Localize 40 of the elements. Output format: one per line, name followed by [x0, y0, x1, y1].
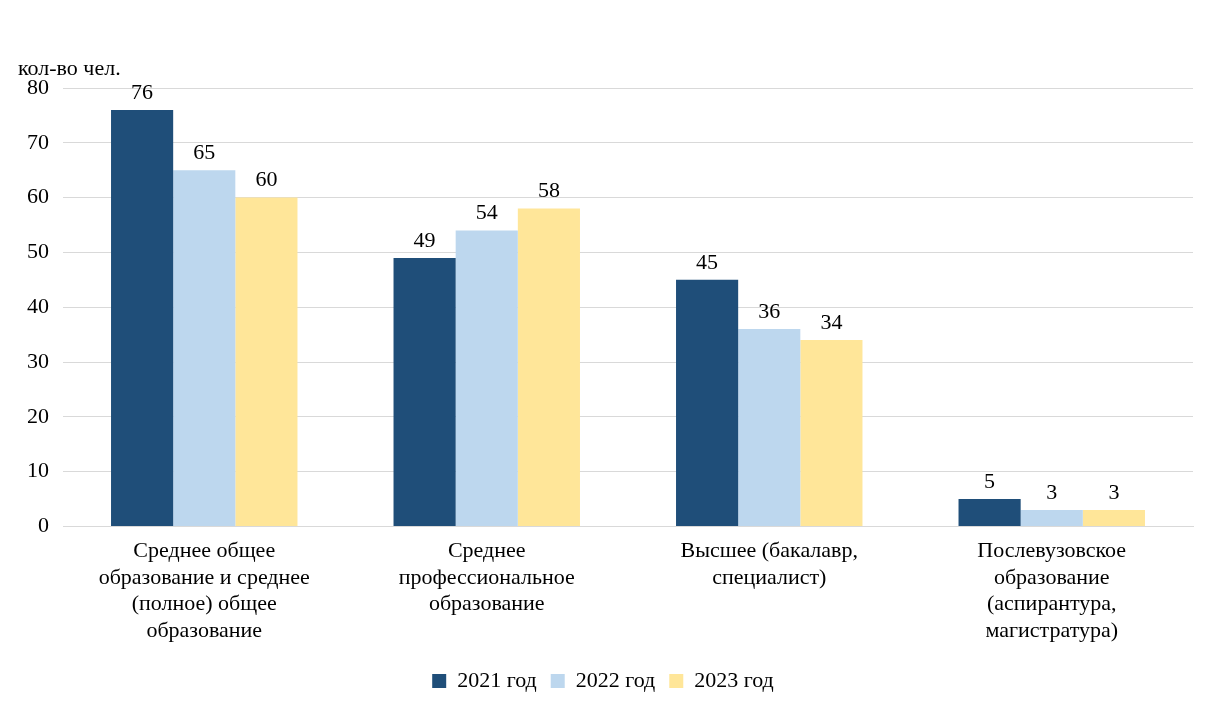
data-label: 5 — [984, 467, 996, 493]
data-label: 36 — [758, 297, 781, 323]
y-tick-label: 50 — [27, 238, 49, 264]
x-tick-label: Высшее (бакалавр, специалист) — [680, 537, 858, 589]
data-label: 34 — [820, 308, 843, 334]
data-label: 65 — [193, 138, 216, 164]
data-label: 3 — [1046, 478, 1058, 504]
bar — [111, 109, 174, 526]
x-tick-label: Послевузовское образование (аспирантура, магистратура) — [977, 537, 1127, 642]
data-label: 58 — [537, 177, 560, 203]
y-tick-label: 60 — [27, 183, 49, 209]
bar — [393, 257, 456, 526]
bar — [1020, 509, 1083, 526]
y-tick-label: 0 — [38, 512, 49, 538]
bar — [235, 197, 298, 526]
x-tick-label: Среднее общее образование и среднее (полное) общее образование — [98, 537, 310, 642]
bar — [455, 230, 518, 526]
bar — [958, 499, 1021, 526]
bar — [1082, 509, 1145, 526]
data-label: 45 — [696, 248, 719, 274]
data-label: 49 — [413, 226, 436, 252]
data-label: 76 — [131, 78, 154, 104]
y-axis-title: кол-во чел. — [18, 54, 121, 80]
bar — [173, 170, 236, 526]
bar — [517, 208, 580, 526]
y-tick-label: 40 — [27, 292, 49, 318]
data-label: 54 — [475, 199, 498, 225]
legend-label: 2023 год — [694, 666, 774, 692]
legend-label: 2021 год — [457, 666, 537, 692]
data-label: 3 — [1108, 478, 1120, 504]
bar — [676, 279, 739, 526]
bar — [800, 340, 863, 526]
bar — [738, 329, 801, 526]
y-tick-label: 20 — [27, 402, 49, 428]
y-tick-label: 10 — [27, 457, 49, 483]
legend-label: 2022 год — [575, 666, 656, 692]
x-tick-label: Среднее профессиональное образование — [398, 537, 575, 616]
data-label: 60 — [255, 166, 278, 192]
y-tick-label: 70 — [27, 128, 49, 154]
y-tick-label: 30 — [27, 347, 49, 373]
